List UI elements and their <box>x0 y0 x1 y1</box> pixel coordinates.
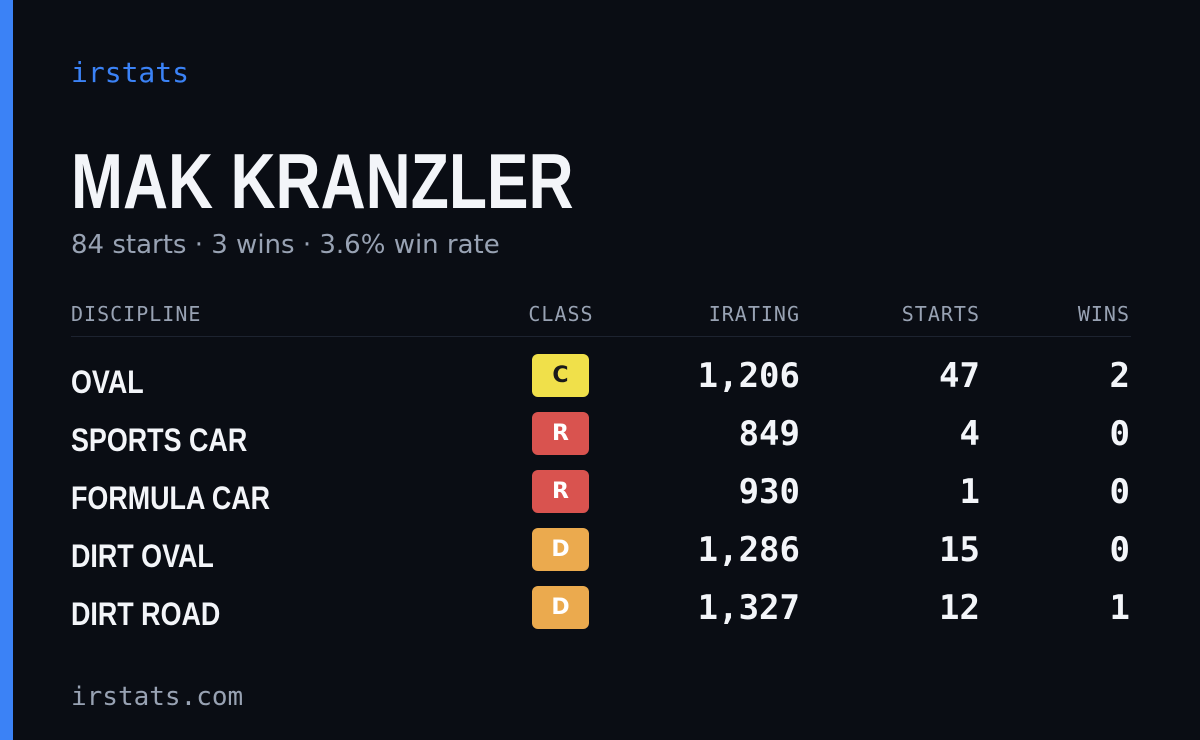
wins-value: 0 <box>1109 414 1130 454</box>
player-name: MAK KRANZLER <box>71 137 574 225</box>
header-discipline: DISCIPLINE <box>71 302 202 326</box>
table-row: SPORTS CAR R 849 4 0 <box>71 410 1131 468</box>
table-body: OVAL C 1,206 47 2 SPORTS CAR R 849 4 0 F… <box>71 352 1131 642</box>
starts-value: 47 <box>939 356 980 396</box>
discipline-table: DISCIPLINE CLASS IRATING STARTS WINS OVA… <box>71 296 1131 632</box>
wins-summary: 3 wins <box>211 230 295 260</box>
header-irating: IRATING <box>708 302 800 326</box>
class-badge: R <box>532 470 589 513</box>
discipline-name: SPORTS CAR <box>71 422 248 458</box>
table-row: DIRT OVAL D 1,286 15 0 <box>71 526 1131 584</box>
starts-value: 15 <box>939 530 980 570</box>
discipline-name: OVAL <box>71 364 144 400</box>
table-header: DISCIPLINE CLASS IRATING STARTS WINS <box>71 296 1131 337</box>
irating-value: 1,206 <box>697 356 800 396</box>
header-wins: WINS <box>1077 302 1130 326</box>
summary-separator: · <box>302 230 312 260</box>
table-row: DIRT ROAD D 1,327 12 1 <box>71 584 1131 642</box>
class-badge: R <box>532 412 589 455</box>
wins-value: 2 <box>1109 356 1130 396</box>
starts-value: 12 <box>939 588 980 628</box>
discipline-name: DIRT OVAL <box>71 538 214 574</box>
starts-value: 1 <box>959 472 980 512</box>
discipline-name: FORMULA CAR <box>71 480 271 516</box>
brand-logo: irstats <box>71 56 190 89</box>
irating-value: 930 <box>738 472 800 512</box>
wins-value: 1 <box>1109 588 1130 628</box>
summary-separator: · <box>194 230 203 260</box>
header-starts: STARTS <box>901 302 980 326</box>
class-badge: D <box>532 528 589 571</box>
irating-value: 849 <box>738 414 800 454</box>
class-badge: D <box>532 586 589 629</box>
starts-summary: 84 starts <box>71 230 187 260</box>
wins-value: 0 <box>1109 530 1130 570</box>
irating-value: 1,286 <box>697 530 800 570</box>
wins-value: 0 <box>1109 472 1130 512</box>
accent-bar <box>0 0 13 740</box>
player-summary: 84 starts · 3 wins · 3.6% win rate <box>71 228 500 262</box>
win-rate-summary: 3.6% win rate <box>319 230 500 260</box>
class-badge: C <box>532 354 589 397</box>
discipline-name: DIRT ROAD <box>71 596 221 632</box>
table-row: FORMULA CAR R 930 1 0 <box>71 468 1131 526</box>
table-row: OVAL C 1,206 47 2 <box>71 352 1131 410</box>
footer-url: irstats.com <box>71 682 244 712</box>
header-class: CLASS <box>528 302 594 326</box>
starts-value: 4 <box>959 414 980 454</box>
irating-value: 1,327 <box>697 588 800 628</box>
